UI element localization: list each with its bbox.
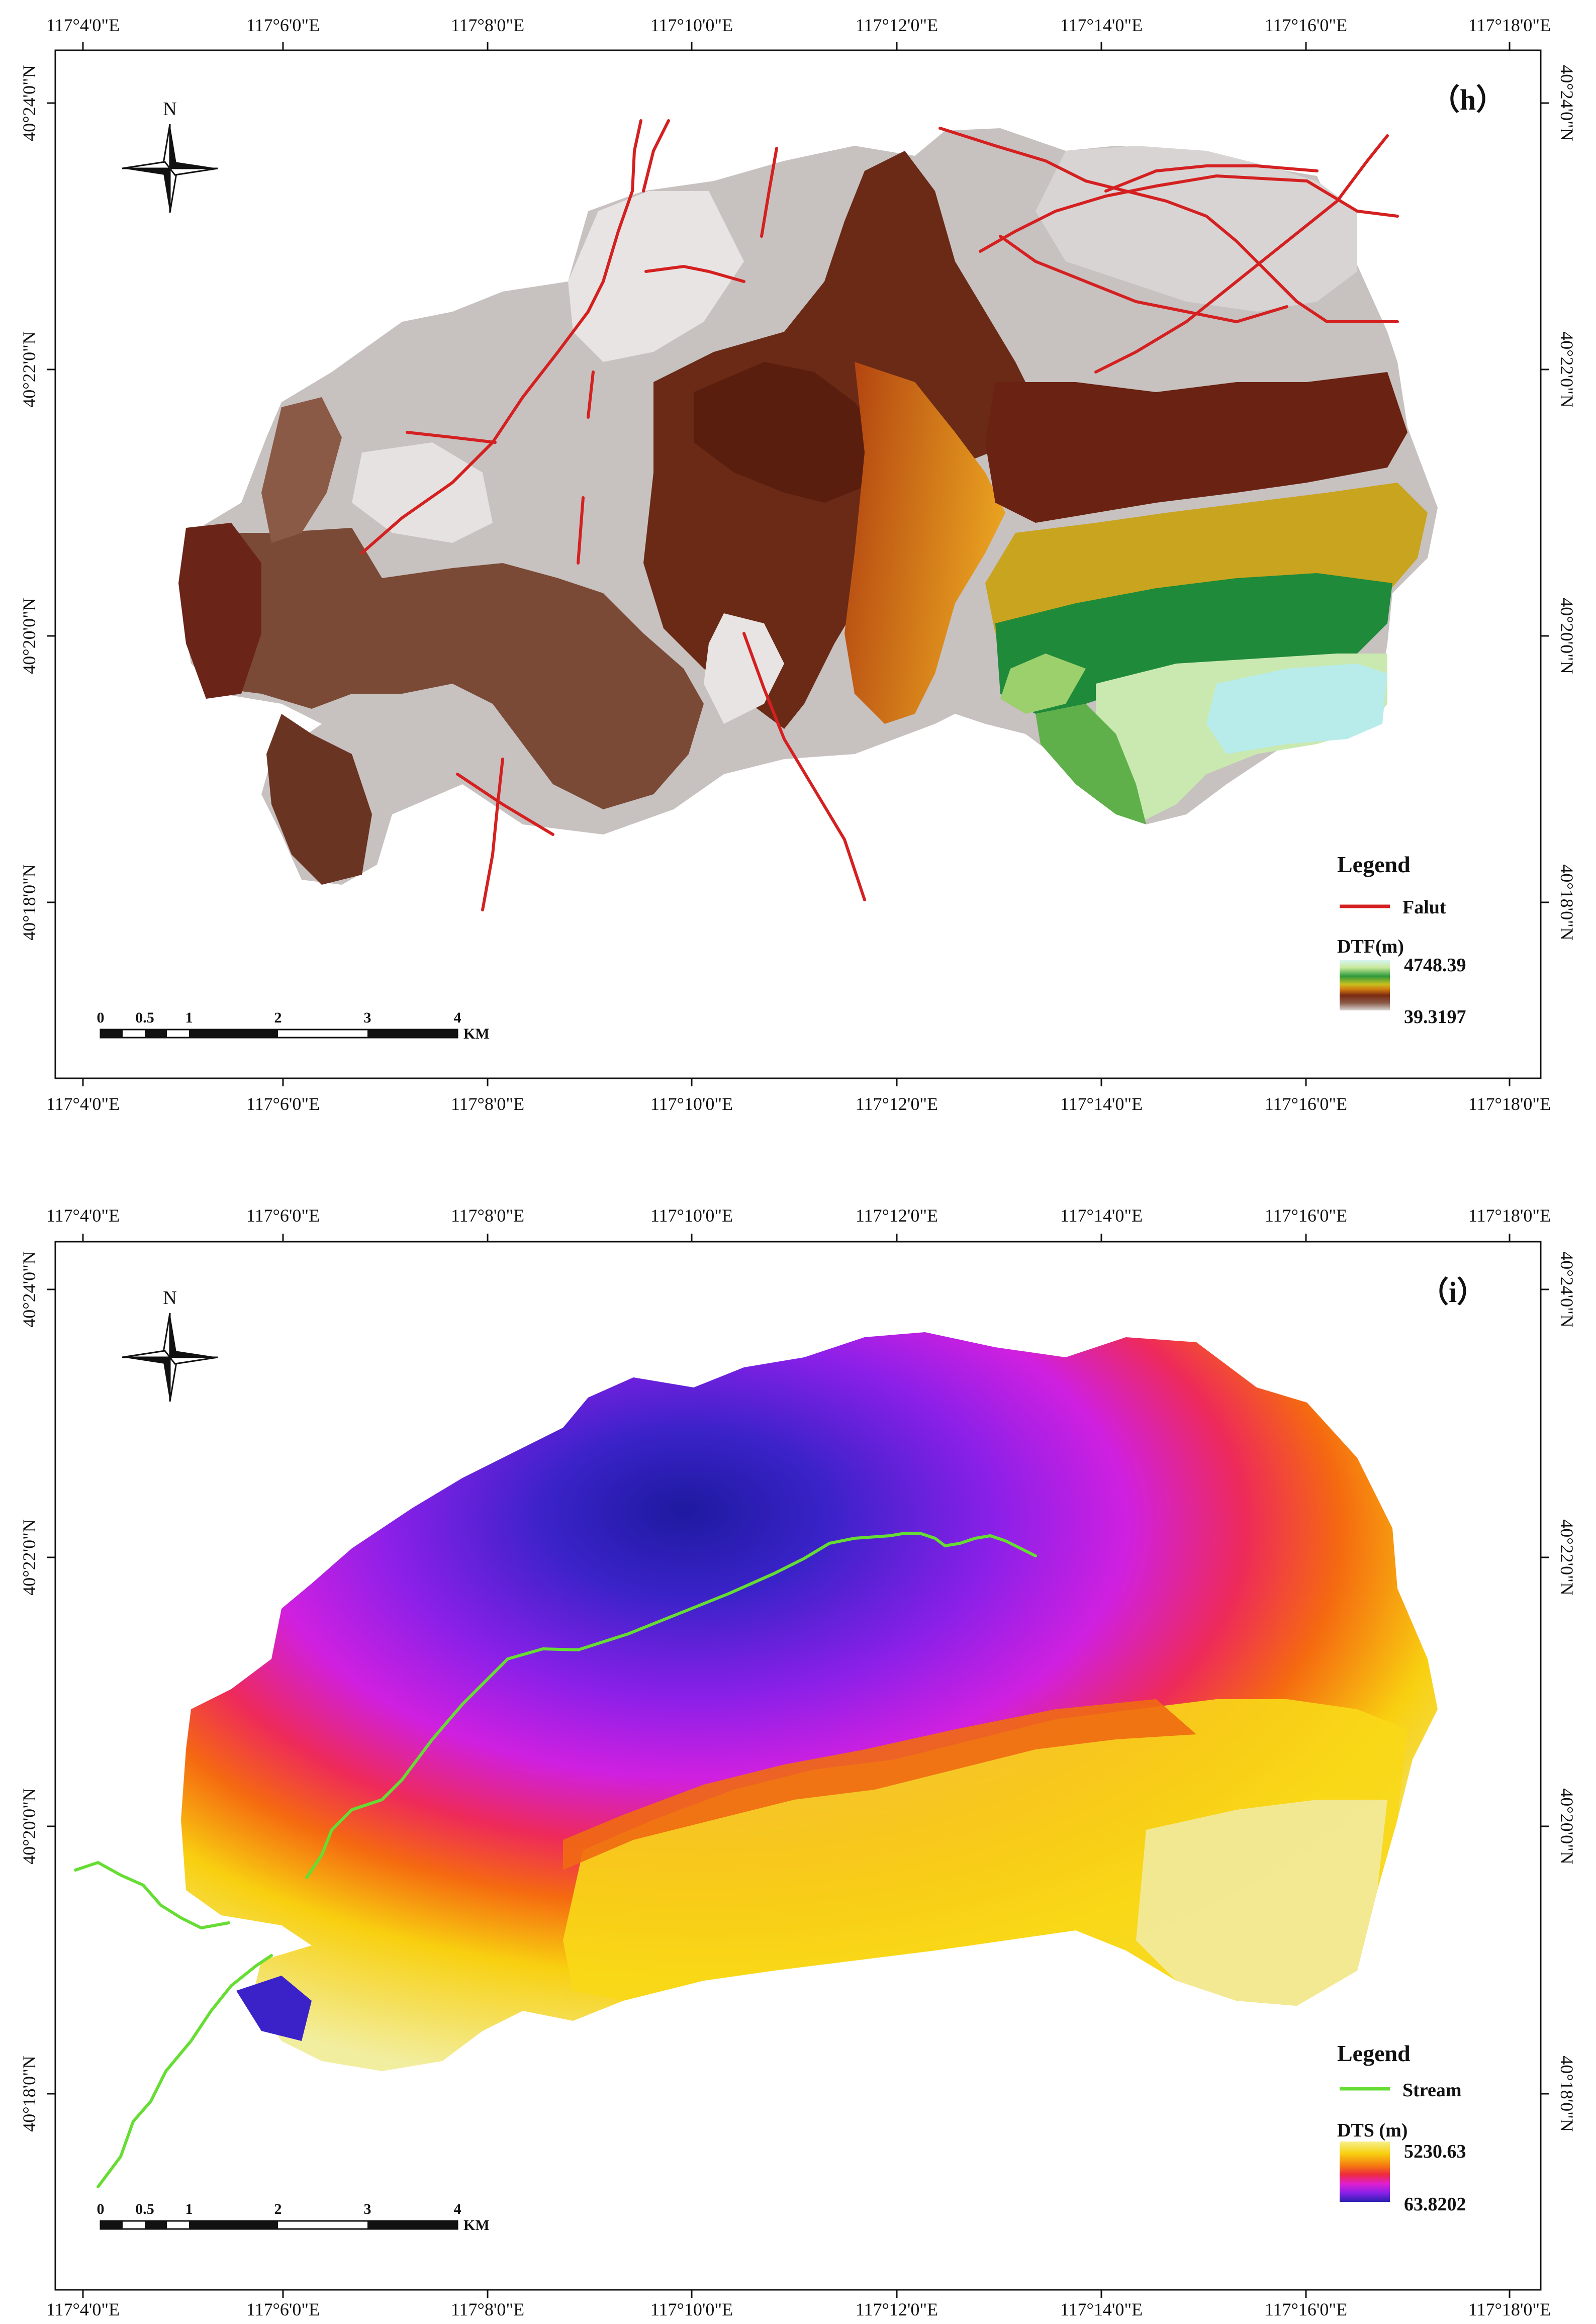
ramp-title: DTF(m) xyxy=(1337,936,1404,957)
bottom-ticks-i: 117°4'0"E 117°6'0"E 117°8'0"E 117°10'0"E… xyxy=(46,2290,1551,2319)
legend-i: Legend Stream DTS (m) 5230.63 63.8202 xyxy=(1337,2040,1466,2215)
scale-bar-i: 0 0.5 1 2 3 4 KM xyxy=(97,2201,490,2234)
north-arrow-h: N xyxy=(122,99,218,213)
stream-legend-label: Stream xyxy=(1402,2080,1462,2101)
top-tick-label: 117°18'0"E xyxy=(1468,1205,1551,1226)
bottom-tick-label: 117°14'0"E xyxy=(1060,1094,1143,1114)
north-arrow-i: N xyxy=(122,1287,218,1402)
top-tick-label: 117°12'0"E xyxy=(856,1205,938,1226)
bottom-tick-label: 117°8'0"E xyxy=(451,2299,524,2319)
top-tick-label: 117°18'0"E xyxy=(1468,15,1551,35)
bottom-tick-label: 117°12'0"E xyxy=(856,2299,938,2319)
right-tick-label: 40°20'0"N xyxy=(1557,1788,1577,1865)
right-tick-label: 40°18'0"N xyxy=(1557,2056,1577,2132)
scale-unit: KM xyxy=(463,1026,490,1042)
bottom-tick-label: 117°10'0"E xyxy=(650,2299,733,2319)
watershed-i xyxy=(181,1332,1438,2071)
top-tick-label: 117°4'0"E xyxy=(46,1205,120,1226)
scale-label: 3 xyxy=(364,1009,371,1026)
fault-legend-label: Falut xyxy=(1402,897,1446,918)
left-ticks-i: 40°24'0"N 40°22'0"N 40°20'0"N 40°18'0"N xyxy=(19,1251,55,2132)
bottom-tick-label: 117°6'0"E xyxy=(246,2299,320,2319)
north-label: N xyxy=(163,1287,176,1309)
right-tick-label: 40°24'0"N xyxy=(1557,65,1577,141)
bottom-tick-label: 117°16'0"E xyxy=(1265,1094,1347,1114)
scale-label: 1 xyxy=(185,2201,193,2217)
left-tick-label: 40°22'0"N xyxy=(19,331,39,408)
color-ramp xyxy=(1340,960,1390,1010)
panel-label-h: （h） xyxy=(1431,83,1505,116)
panel-i: 117°4'0"E 117°6'0"E 117°8'0"E 117°10'0"E… xyxy=(19,1205,1577,2319)
left-tick-label: 40°24'0"N xyxy=(19,1251,39,1328)
right-tick-label: 40°20'0"N xyxy=(1557,598,1577,674)
bottom-tick-label: 117°18'0"E xyxy=(1468,1094,1551,1114)
scale-label: 2 xyxy=(274,2201,282,2217)
top-tick-label: 117°4'0"E xyxy=(46,15,120,35)
bottom-tick-label: 117°8'0"E xyxy=(451,1094,524,1114)
color-ramp xyxy=(1340,2142,1390,2202)
legend-title: Legend xyxy=(1337,852,1411,877)
top-tick-label: 117°8'0"E xyxy=(451,15,524,35)
scale-label: 3 xyxy=(364,2201,371,2217)
bottom-tick-label: 117°4'0"E xyxy=(46,1094,120,1114)
panel-label-i: （i） xyxy=(1420,1276,1486,1309)
scale-unit: KM xyxy=(463,2217,490,2234)
scale-label: 0 xyxy=(97,1009,105,1026)
top-ticks-i: 117°4'0"E 117°6'0"E 117°8'0"E 117°10'0"E… xyxy=(46,1205,1551,1242)
left-tick-label: 40°18'0"N xyxy=(19,864,39,941)
ramp-max-label: 5230.63 xyxy=(1404,2141,1466,2162)
bottom-tick-label: 117°14'0"E xyxy=(1060,2299,1143,2319)
north-label: N xyxy=(163,99,176,120)
top-tick-label: 117°14'0"E xyxy=(1060,1205,1143,1226)
ramp-min-label: 63.8202 xyxy=(1404,2194,1466,2215)
legend-title: Legend xyxy=(1337,2040,1411,2066)
left-tick-label: 40°18'0"N xyxy=(19,2056,39,2132)
scale-label: 4 xyxy=(454,1009,461,1026)
top-tick-label: 117°8'0"E xyxy=(451,1205,524,1226)
scale-label: 2 xyxy=(274,1009,282,1026)
left-tick-label: 40°24'0"N xyxy=(19,65,39,141)
bottom-tick-label: 117°4'0"E xyxy=(46,2299,120,2319)
left-tick-label: 40°20'0"N xyxy=(19,1788,39,1865)
ramp-min-label: 39.3197 xyxy=(1404,1006,1466,1028)
right-tick-label: 40°24'0"N xyxy=(1557,1251,1577,1328)
bottom-tick-label: 117°12'0"E xyxy=(856,1094,938,1114)
top-tick-label: 117°16'0"E xyxy=(1265,1205,1347,1226)
right-tick-label: 40°22'0"N xyxy=(1557,1519,1577,1596)
right-tick-label: 40°22'0"N xyxy=(1557,331,1577,408)
scale-label: 4 xyxy=(454,2201,461,2217)
top-tick-label: 117°10'0"E xyxy=(650,15,733,35)
ramp-title: DTS (m) xyxy=(1337,2120,1407,2141)
bottom-ticks-h: 117°4'0"E 117°6'0"E 117°8'0"E 117°10'0"E… xyxy=(46,1078,1551,1114)
top-tick-label: 117°6'0"E xyxy=(246,1205,320,1226)
scale-bar-h: 0 0.5 1 2 3 4 KM xyxy=(97,1009,490,1042)
left-tick-label: 40°22'0"N xyxy=(19,1519,39,1596)
top-ticks-h: 117°4'0"E 117°6'0"E 117°8'0"E 117°10'0"E… xyxy=(46,15,1551,50)
left-tick-label: 40°20'0"N xyxy=(19,598,39,674)
bottom-tick-label: 117°18'0"E xyxy=(1468,2299,1551,2319)
bottom-tick-label: 117°6'0"E xyxy=(246,1094,320,1114)
top-tick-label: 117°6'0"E xyxy=(246,15,320,35)
fault-lines-h xyxy=(360,119,1399,911)
scale-label: 0.5 xyxy=(135,1009,154,1026)
stream-lines-i xyxy=(74,1532,1037,2188)
top-tick-label: 117°14'0"E xyxy=(1060,15,1143,35)
top-tick-label: 117°12'0"E xyxy=(856,15,938,35)
right-ticks-i: 40°24'0"N 40°22'0"N 40°20'0"N 40°18'0"N xyxy=(1541,1251,1577,2132)
scale-label: 1 xyxy=(185,1009,193,1026)
top-tick-label: 117°16'0"E xyxy=(1265,15,1347,35)
top-tick-label: 117°10'0"E xyxy=(650,1205,733,1226)
right-tick-label: 40°18'0"N xyxy=(1557,864,1577,941)
right-ticks-h: 40°24'0"N 40°22'0"N 40°20'0"N 40°18'0"N xyxy=(1541,65,1577,941)
left-ticks-h: 40°24'0"N 40°22'0"N 40°20'0"N 40°18'0"N xyxy=(19,65,55,941)
bottom-tick-label: 117°10'0"E xyxy=(650,1094,733,1114)
panel-h: 117°4'0"E 117°6'0"E 117°8'0"E 117°10'0"E… xyxy=(19,15,1577,1114)
bottom-tick-label: 117°16'0"E xyxy=(1265,2299,1347,2319)
watershed-h xyxy=(178,128,1438,885)
scale-label: 0.5 xyxy=(135,2201,154,2217)
scale-label: 0 xyxy=(97,2201,105,2217)
ramp-max-label: 4748.39 xyxy=(1404,955,1466,976)
legend-h: Legend Falut DTF(m) 4748.39 39.3197 xyxy=(1337,852,1466,1028)
